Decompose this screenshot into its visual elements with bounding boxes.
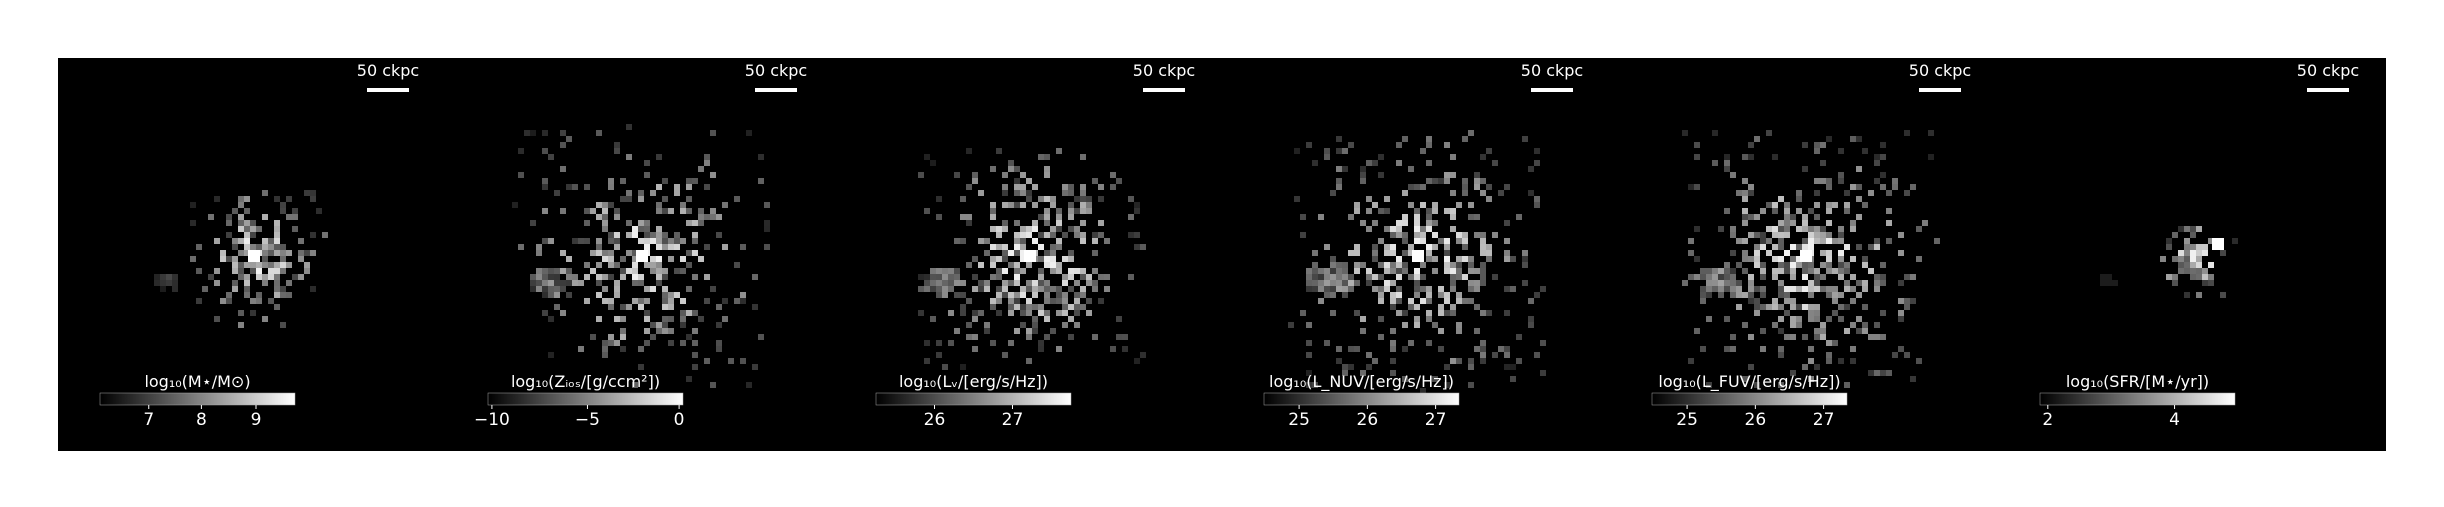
scale-bar-label: 50 ckpc — [1909, 61, 1971, 80]
scale-bar — [1919, 88, 1961, 92]
colorbar-tick-label: 26 — [1745, 410, 1767, 430]
scale-bar-label: 50 ckpc — [2297, 61, 2359, 80]
scale-bar-label: 50 ckpc — [357, 61, 419, 80]
galaxy-image — [2100, 226, 2238, 298]
colorbar-tick-label: 0 — [674, 410, 685, 430]
panel-stellar-mass: 50 ckpc log₁₀(M⋆/M⊙) 7 8 9 — [58, 58, 446, 451]
galaxy-core — [1024, 250, 1036, 262]
galaxy-image — [512, 124, 770, 388]
scale-bar — [367, 88, 409, 92]
panels-layer: 50 ckpc log₁₀(M⋆/M⊙) 7 8 9 50 ckpc log₁₀(Zᵢₒₛ/… — [58, 58, 2386, 451]
galaxy-image — [154, 190, 328, 328]
colorbar-label: log₁₀(M⋆/M⊙) — [144, 372, 250, 391]
panel-gas-metallicity: 50 ckpc log₁₀(Zᵢₒₛ/[g/ccm²])−10 −5 0 — [446, 58, 834, 451]
colorbar-label: log₁₀(SFR/[M⋆/yr]) — [2066, 372, 2209, 391]
colorbar — [875, 392, 1072, 406]
colorbar-tick-label: −5 — [575, 410, 600, 430]
colorbar-tick-label: 27 — [1002, 410, 1024, 430]
colorbar-tick-label: 26 — [1357, 410, 1379, 430]
galaxy-core — [2212, 238, 2224, 250]
colorbar — [487, 392, 684, 406]
panel-nuv-luminosity: 50 ckpc log₁₀(L_NUV/[erg/s/Hz]) 25 26 27 — [1222, 58, 1610, 451]
colorbar — [1651, 392, 1848, 406]
galaxy-core — [636, 250, 648, 262]
colorbar-label: log₁₀(L_NUV/[erg/s/Hz]) — [1269, 372, 1454, 392]
galaxy-core — [248, 250, 260, 262]
scale-bar-label: 50 ckpc — [1133, 61, 1195, 80]
galaxy-image — [1682, 130, 1940, 388]
panel-v-band-luminosity: 50 ckpc log₁₀(Lᵥ/[erg/s/Hz]) 26 27 — [834, 58, 1222, 451]
colorbar — [99, 392, 296, 406]
colorbar-tick-label: 2 — [2042, 410, 2053, 430]
scale-bar — [1143, 88, 1185, 92]
colorbar-tick-label: 25 — [1676, 410, 1698, 430]
colorbar — [2039, 392, 2236, 406]
colorbar-tick-label: 7 — [143, 410, 154, 430]
panel-star-formation-rate: 50 ckpc log₁₀(SFR/[M⋆/yr]) 2 4 — [1998, 58, 2386, 451]
scale-bar — [755, 88, 797, 92]
panel-fuv-luminosity: 50 ckpc log₁₀(L_FUV/[erg/s/Hz]) 25 26 27 — [1610, 58, 1998, 451]
colorbar-tick-label: 27 — [1425, 410, 1447, 430]
scale-bar — [1531, 88, 1573, 92]
galaxy-core — [1800, 250, 1812, 262]
galaxy-image — [1288, 130, 1546, 394]
galaxy-image — [918, 148, 1146, 370]
colorbar-tick-label: 25 — [1288, 410, 1310, 430]
colorbar-label: log₁₀(Zᵢₒₛ/[g/ccm²]) — [511, 372, 660, 391]
scale-bar-label: 50 ckpc — [1521, 61, 1583, 80]
colorbar-tick-label: 8 — [196, 410, 207, 430]
colorbar-tick-label: 26 — [924, 410, 946, 430]
colorbar-tick-label: 4 — [2169, 410, 2180, 430]
colorbar-tick-label: −10 — [474, 410, 510, 430]
colorbar-tick-label: 9 — [251, 410, 262, 430]
colorbar — [1263, 392, 1460, 406]
galaxy-core — [1412, 250, 1424, 262]
scale-bar — [2307, 88, 2349, 92]
scale-bar-label: 50 ckpc — [745, 61, 807, 80]
colorbar-label: log₁₀(L_FUV/[erg/s/Hz]) — [1658, 372, 1840, 392]
colorbar-tick-label: 27 — [1813, 410, 1835, 430]
colorbar-label: log₁₀(Lᵥ/[erg/s/Hz]) — [899, 372, 1048, 391]
